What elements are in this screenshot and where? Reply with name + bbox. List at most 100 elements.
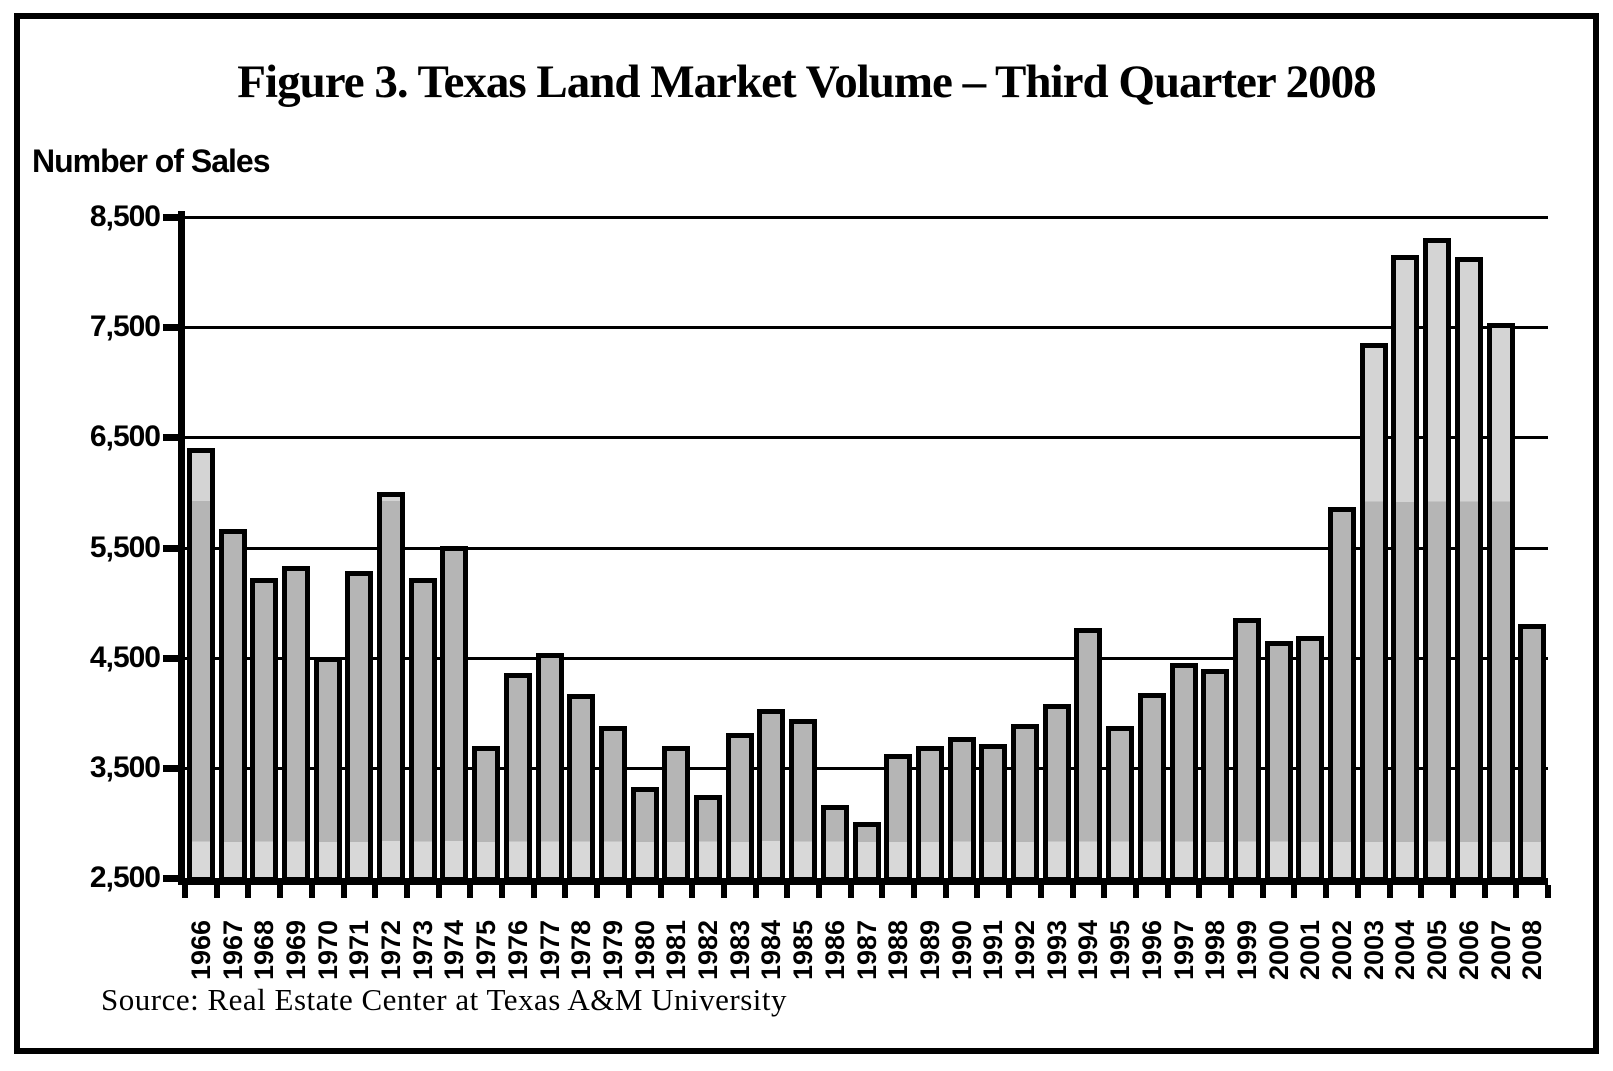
x-axis-tick (847, 885, 854, 898)
x-axis-tick (1449, 885, 1456, 898)
x-tick-label: 1992 (1010, 919, 1040, 981)
x-axis-tick (372, 885, 379, 898)
y-tick-label: 2,500 (89, 861, 161, 894)
bar-1984 (757, 709, 786, 882)
y-tick-label: 3,500 (89, 750, 161, 784)
x-tick-label: 2004 (1390, 919, 1421, 981)
x-tick-label: 1995 (1105, 919, 1136, 981)
bar-2005 (1423, 237, 1452, 882)
bar-1970 (313, 656, 342, 882)
x-axis-tick (213, 885, 220, 898)
x-axis-tick (245, 885, 252, 898)
x-axis-tick (467, 885, 474, 898)
x-axis-tick (562, 885, 569, 898)
x-axis-tick (1323, 885, 1330, 898)
x-axis-tick (1164, 885, 1171, 898)
x-tick-label: 1982 (693, 919, 723, 981)
x-tick-label: 1981 (661, 919, 692, 981)
x-tick-label: 1977 (534, 919, 565, 981)
x-axis-tick (974, 885, 981, 898)
x-axis-tick (1069, 885, 1076, 898)
source-note: Source: Real Estate Center at Texas A&M … (101, 982, 788, 1017)
bar-2003 (1359, 342, 1388, 882)
chart-title: Figure 3. Texas Land Market Volume – Thi… (237, 56, 1376, 108)
x-tick-label: 2000 (1263, 919, 1294, 981)
bar-1994 (1074, 627, 1103, 882)
bar-1977 (535, 653, 564, 882)
bar-1967 (218, 528, 247, 882)
bar-1998 (1201, 668, 1230, 882)
x-tick-label: 1990 (946, 919, 977, 981)
x-axis-tick (1006, 885, 1013, 898)
y-tick-label: 5,500 (89, 530, 161, 564)
x-tick-label: 1968 (249, 919, 280, 981)
x-tick-label: 2006 (1453, 919, 1484, 981)
x-axis-tick (911, 885, 917, 898)
x-axis-tick (689, 885, 696, 898)
bar-1980 (630, 786, 659, 882)
x-axis-tick (1101, 885, 1108, 898)
y-tick-label: 4,500 (89, 640, 161, 674)
bar-1996 (1137, 692, 1166, 882)
bar-1976 (503, 673, 532, 882)
bar-1969 (281, 566, 310, 882)
x-tick-label: 1987 (851, 919, 882, 981)
y-axis-tick (163, 434, 178, 442)
y-axis-tick (163, 764, 178, 772)
y-axis-tick (163, 654, 178, 662)
bar-1975 (472, 745, 501, 882)
bar-1972 (377, 492, 405, 882)
x-tick-label: 2008 (1517, 919, 1548, 981)
bar-1966 (186, 448, 215, 882)
x-axis-tick (1037, 885, 1044, 898)
x-tick-label: 1971 (344, 919, 375, 981)
x-tick-label: 1966 (185, 919, 216, 981)
bar-1997 (1169, 663, 1198, 882)
x-axis-tick (403, 885, 410, 898)
x-axis-tick (784, 885, 791, 898)
x-tick-label: 1973 (407, 919, 438, 981)
x-axis-tick (1386, 885, 1393, 898)
x-tick-label: 1967 (217, 919, 248, 981)
x-tick-label: 1974 (439, 919, 470, 981)
y-axis-tick (163, 875, 178, 882)
gridline (185, 766, 1548, 770)
x-axis-tick (657, 885, 664, 898)
x-tick-label: 1997 (1168, 919, 1199, 981)
x-tick-label: 1984 (756, 919, 787, 981)
plot-area: 8,500 7,500 6,500 5,500 4,500 3,500 2,500 1966 1… (20, 19, 1593, 1048)
x-tick-label: 1988 (883, 919, 914, 981)
x-axis-tick (625, 885, 632, 898)
x-axis-tick (1196, 885, 1203, 898)
bar-1981 (662, 745, 691, 882)
x-axis-tick (499, 885, 505, 898)
x-tick-label: 1994 (1073, 919, 1104, 981)
x-tick-label: 2003 (1358, 919, 1389, 981)
y-axis-line (178, 211, 185, 885)
x-axis-tick (816, 885, 822, 898)
gridline (185, 216, 1548, 219)
x-tick-label: 1972 (376, 919, 406, 981)
y-tick-label: 7,500 (89, 310, 161, 344)
x-tick-label: 1999 (1231, 919, 1262, 981)
x-tick-label: 1989 (914, 919, 945, 981)
y-tick-label: 6,500 (89, 420, 161, 454)
bar-2004 (1391, 254, 1420, 882)
bar-1974 (440, 546, 469, 882)
bar-1991 (979, 743, 1008, 882)
bar-1985 (789, 719, 818, 882)
figure-frame: Figure 3. Texas Land Market Volume – Thi… (14, 13, 1599, 1054)
x-axis-tick (720, 885, 727, 898)
gridline (185, 436, 1548, 440)
x-axis-line (178, 878, 1548, 885)
x-tick-label: 1993 (1041, 919, 1072, 981)
x-axis-tick (182, 885, 188, 898)
x-tick-label: 1985 (788, 919, 819, 981)
bar-2002 (1328, 506, 1356, 882)
bar-1989 (915, 745, 944, 882)
bar-2007 (1486, 322, 1515, 882)
x-tick-label: 2002 (1327, 919, 1357, 981)
x-axis-tick (1481, 885, 1488, 898)
gridline (185, 326, 1548, 330)
bar-1971 (345, 570, 374, 882)
